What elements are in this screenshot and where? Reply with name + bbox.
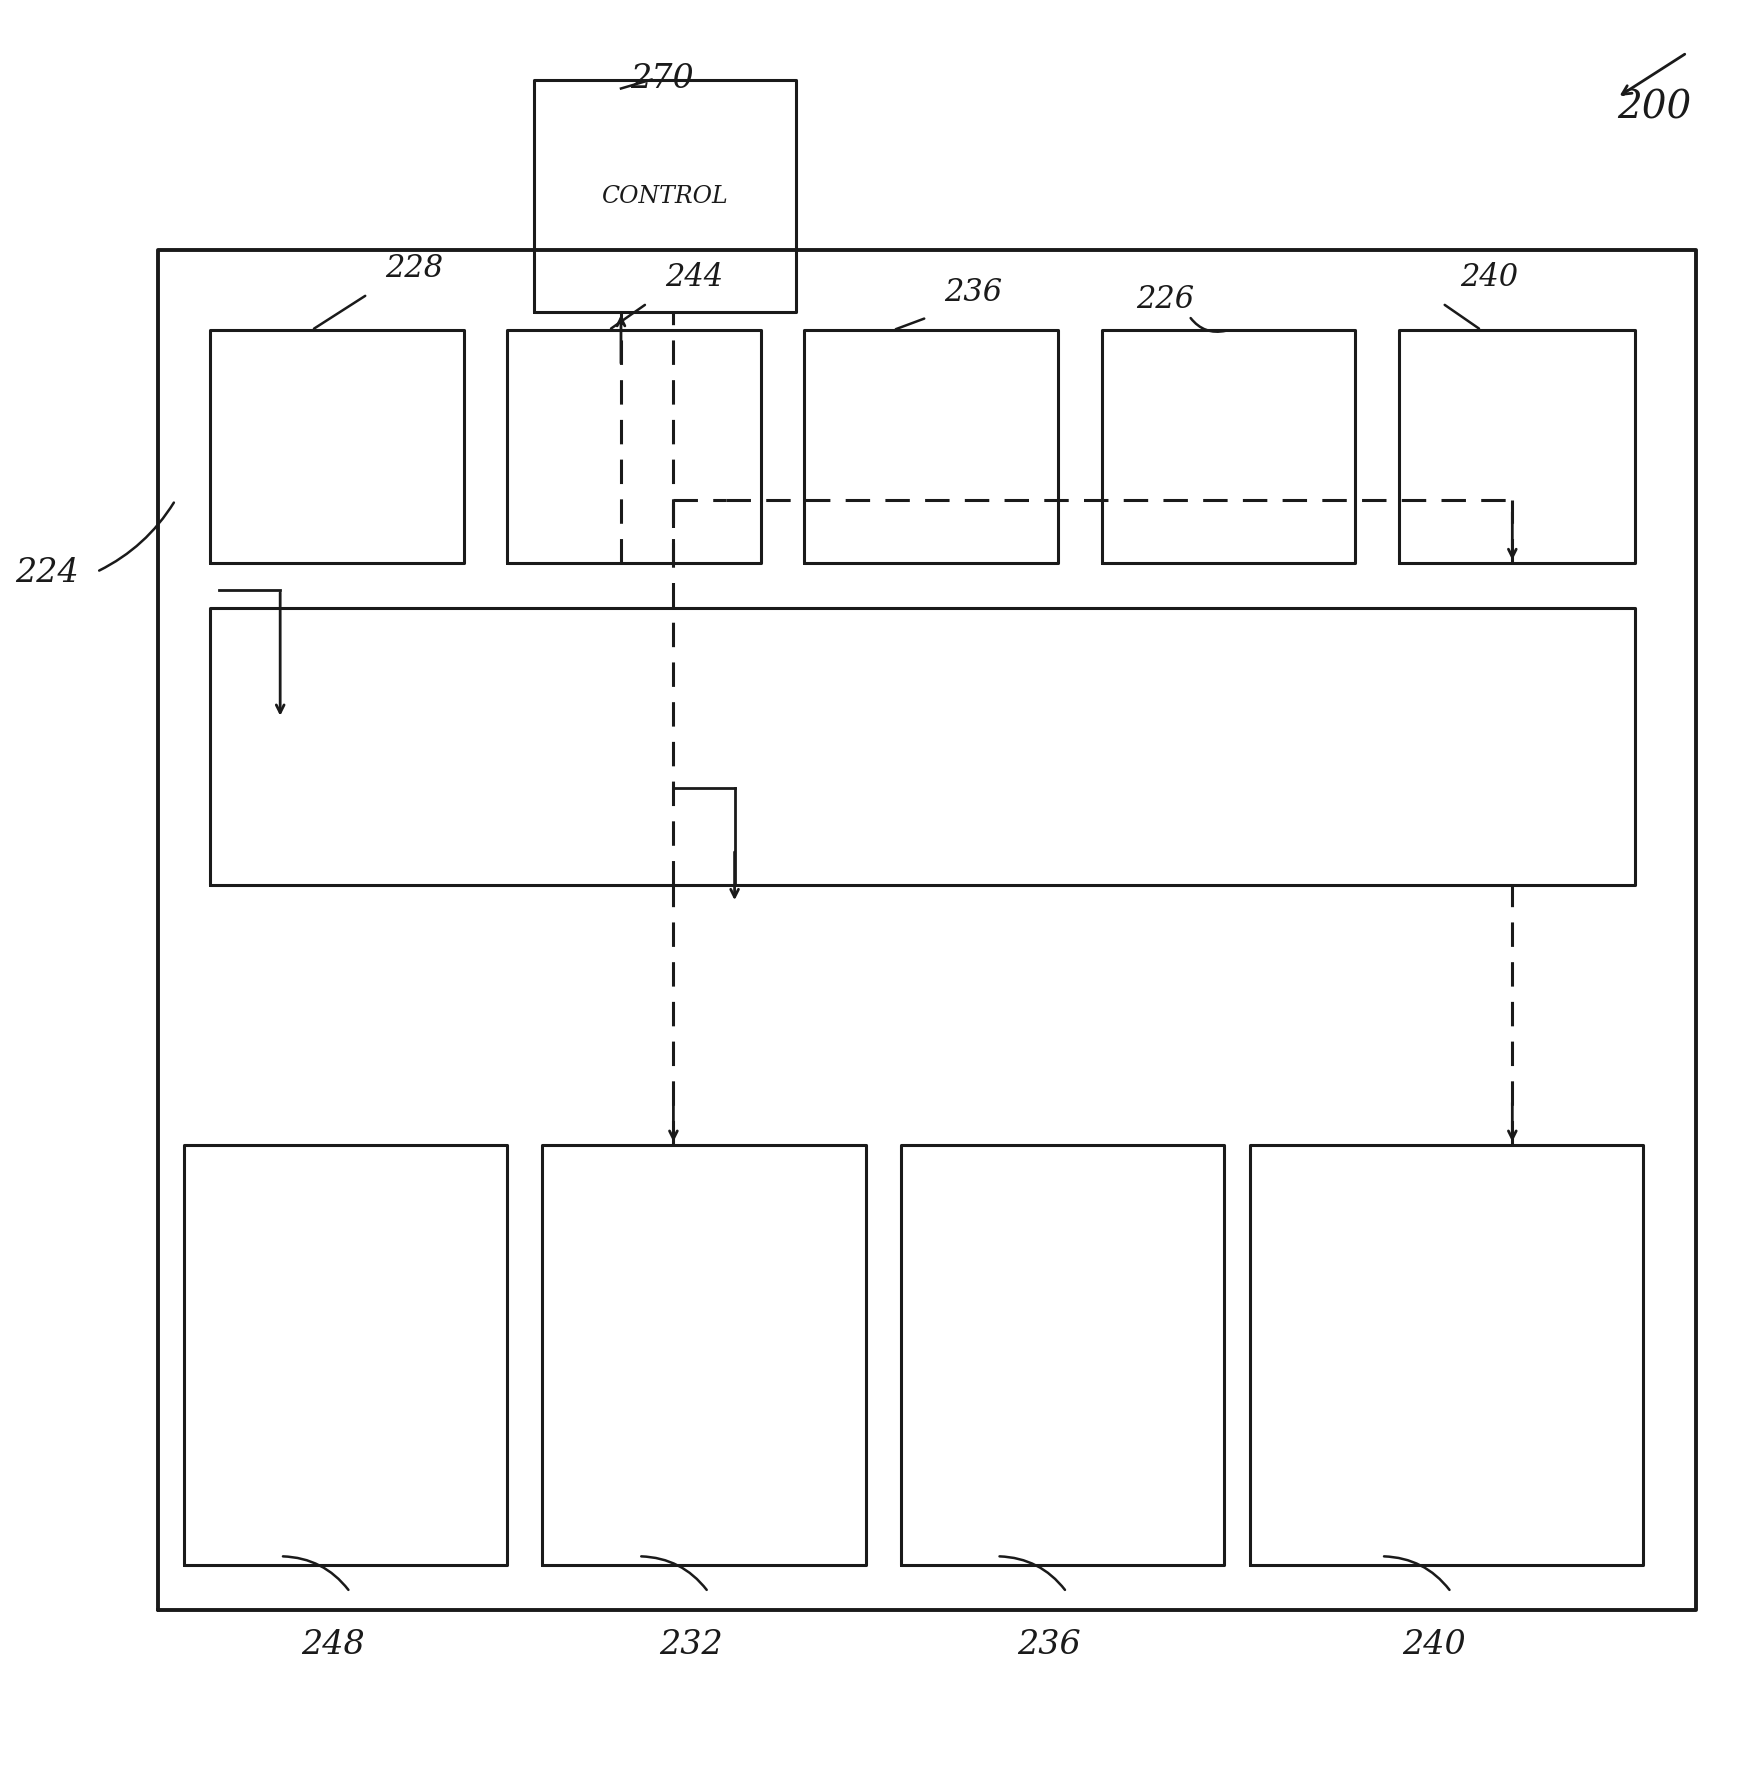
Text: 248: 248 [300, 1628, 364, 1660]
Text: 224: 224 [16, 556, 79, 589]
FancyArrowPatch shape [1191, 318, 1226, 333]
Text: 236: 236 [944, 277, 1003, 308]
Text: CONTROL: CONTROL [601, 186, 727, 208]
Text: 240: 240 [1402, 1628, 1465, 1660]
Text: 240: 240 [1460, 263, 1518, 293]
Text: 232: 232 [659, 1628, 722, 1660]
Text: 226: 226 [1137, 284, 1195, 315]
Text: 200: 200 [1616, 89, 1692, 127]
Text: 270: 270 [629, 63, 694, 95]
Text: 244: 244 [664, 263, 722, 293]
Text: 228: 228 [385, 254, 443, 284]
Text: 236: 236 [1017, 1628, 1081, 1660]
